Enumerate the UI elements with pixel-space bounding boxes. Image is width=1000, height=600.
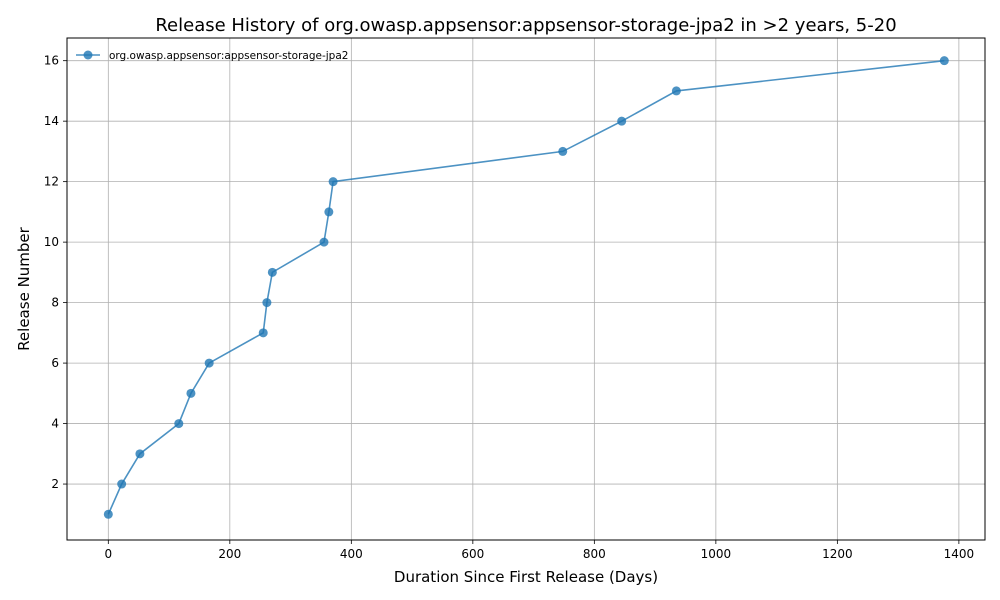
data-point (258, 328, 268, 338)
x-tick-label: 200 (218, 547, 241, 561)
grid-lines (67, 38, 985, 540)
data-point (671, 86, 681, 96)
x-tick-label: 0 (104, 547, 112, 561)
data-point (135, 449, 145, 459)
data-point (324, 207, 334, 217)
data-point (328, 177, 338, 187)
data-point (319, 237, 329, 247)
legend: org.owasp.appsensor:appsensor-storage-jp… (76, 50, 348, 62)
x-tick-label: 1200 (822, 547, 853, 561)
legend-marker (83, 50, 93, 60)
series-layer (103, 56, 949, 519)
data-point (617, 116, 627, 126)
y-tick-label: 6 (51, 356, 59, 370)
x-tick-label: 1000 (701, 547, 732, 561)
y-tick-label: 14 (44, 114, 59, 128)
chart-title: Release History of org.owasp.appsensor:a… (155, 15, 896, 36)
data-point (267, 267, 277, 277)
data-point (103, 509, 113, 519)
data-point (204, 358, 214, 368)
y-tick-label: 16 (44, 54, 59, 68)
y-tick-label: 12 (44, 175, 59, 189)
x-axis-title: Duration Since First Release (Days) (394, 568, 658, 586)
x-tick-label: 1400 (944, 547, 975, 561)
x-tick-label: 600 (461, 547, 484, 561)
plot-frame (66, 37, 986, 541)
data-point (186, 388, 196, 398)
data-point (558, 146, 568, 156)
x-tick-label: 400 (340, 547, 363, 561)
data-point (174, 419, 184, 429)
data-point (939, 56, 949, 66)
x-tick-label: 800 (583, 547, 606, 561)
x-axis-ticks: 0 200 400 600 800 1000 1200 1400 (104, 540, 974, 561)
y-tick-label: 10 (44, 235, 59, 249)
y-tick-label: 2 (51, 477, 59, 491)
y-tick-label: 4 (51, 417, 59, 431)
legend-label: org.owasp.appsensor:appsensor-storage-jp… (109, 50, 348, 62)
y-axis-ticks: 2 4 6 8 10 12 14 16 (44, 54, 67, 491)
data-point (262, 298, 272, 308)
y-axis-title: Release Number (15, 226, 33, 350)
data-point (117, 479, 127, 489)
series-line (107, 59, 945, 515)
y-tick-label: 8 (51, 296, 59, 310)
